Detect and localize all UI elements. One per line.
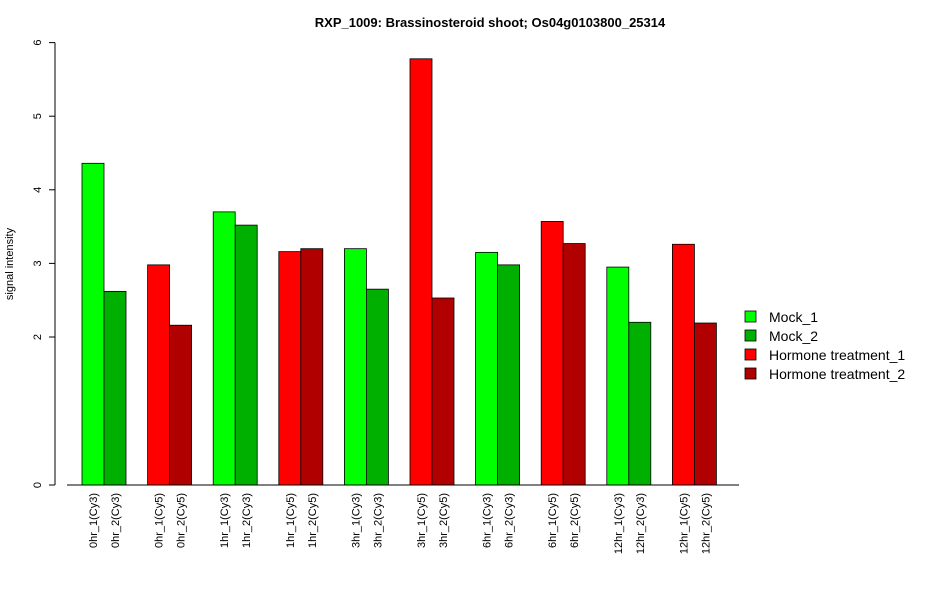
legend-swatch [744,367,757,380]
x-tick-label: 12hr_2(Cy5) [700,493,712,554]
legend-swatch [744,348,757,361]
bar [540,221,564,486]
bar [409,58,433,486]
bar [81,162,105,486]
x-tick-labels: 0hr_1(Cy3) 0hr_2(Cy3) 0hr_1(Cy5) 0hr_2(Cy5)… [88,493,712,554]
x-tick-label: 1hr_2(Cy3) [241,493,253,548]
legend-label: Mock_1 [769,309,818,325]
bar [365,288,389,486]
bar [343,248,367,486]
x-tick-label: 12hr_1(Cy5) [678,493,690,554]
x-tick-label: 6hr_2(Cy3) [504,493,516,548]
x-tick-label: 0hr_2(Cy5) [176,493,188,548]
x-tick-label: 3hr_1(Cy5) [416,493,428,548]
x-tick-label: 6hr_2(Cy5) [569,493,581,548]
bar [672,243,695,486]
bar [300,248,324,486]
x-tick-label: 0hr_2(Cy3) [110,493,122,548]
y-tick-label: 0 [32,482,44,488]
x-tick-label: 1hr_1(Cy5) [285,493,297,548]
x-tick-label: 0hr_1(Cy5) [154,493,166,548]
y-tick-label: 4 [32,187,44,193]
x-tick-label: 6hr_1(Cy3) [482,493,494,548]
x-tick-label: 0hr_1(Cy3) [88,493,100,548]
bar [147,264,171,486]
x-tick-label: 1hr_1(Cy3) [219,493,231,548]
bars-group [81,58,717,486]
legend-swatch [744,310,757,323]
x-tick-label: 3hr_2(Cy3) [372,493,384,548]
x-tick-label: 1hr_2(Cy5) [307,493,319,548]
bar [475,251,499,486]
y-tick-label: 5 [32,113,44,119]
bar [212,211,236,486]
chart-title: RXP_1009: Brassinosteroid shoot; Os04g01… [315,15,666,30]
y-tick-label: 3 [32,260,44,266]
legend-label: Hormone treatment_1 [769,347,905,363]
x-tick-label: 3hr_1(Cy3) [350,493,362,548]
bar [278,251,302,486]
legend-label: Hormone treatment_2 [769,366,905,382]
y-tick-label: 2 [32,334,44,340]
bar [562,243,586,486]
bar [497,264,521,486]
y-axis-label: signal intensity [4,227,16,300]
legend: Mock_1 Mock_2 Hormone treatment_1 Hormone t… [744,309,905,382]
x-tick-label: 3hr_2(Cy5) [438,493,450,548]
x-tick-label: 12hr_1(Cy3) [613,493,625,554]
bar [606,266,630,486]
legend-swatch [744,329,757,342]
bar [628,321,652,486]
bar [103,290,127,486]
y-tick-label: 6 [32,40,44,46]
bar [431,297,455,486]
bar [169,324,193,486]
bar [694,322,717,486]
y-axis: 0 2 3 4 5 6 [32,40,56,488]
bar [234,224,258,486]
legend-label: Mock_2 [769,328,818,344]
x-tick-label: 6hr_1(Cy5) [547,493,559,548]
x-tick-label: 12hr_2(Cy3) [635,493,647,554]
